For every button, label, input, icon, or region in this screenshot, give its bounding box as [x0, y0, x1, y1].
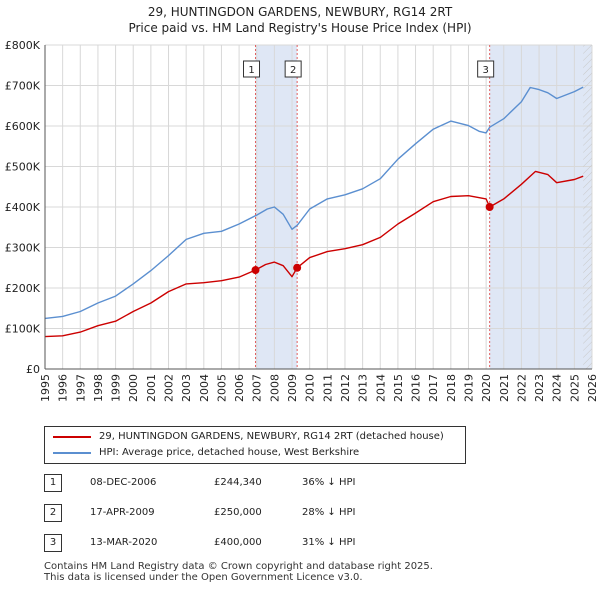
- x-tick-label: 2003: [180, 374, 193, 402]
- series-line-property: [44, 170, 584, 338]
- x-tick-label: 2002: [163, 374, 176, 402]
- transaction-number: 3: [44, 534, 62, 552]
- x-tick-label: 1997: [74, 374, 87, 402]
- chart-title: 29, HUNTINGDON GARDENS, NEWBURY, RG14 2R…: [148, 5, 453, 19]
- transaction-date: 08-DEC-2006: [90, 477, 157, 488]
- x-tick-label: 2026: [586, 374, 599, 402]
- legend-label-property: 29, HUNTINGDON GARDENS, NEWBURY, RG14 2R…: [99, 431, 444, 442]
- x-tick-label: 2018: [445, 374, 458, 402]
- x-tick-label: 2009: [286, 374, 299, 402]
- y-tick-label: £700K: [5, 80, 41, 93]
- x-tick-label: 2010: [304, 374, 317, 402]
- x-tick-label: 2016: [410, 374, 423, 402]
- x-tick-label: 1996: [57, 374, 70, 402]
- y-tick-label: £0: [26, 363, 40, 376]
- transaction-price: £250,000: [214, 507, 262, 518]
- x-tick-label: 2024: [551, 374, 564, 402]
- x-tick-label: 2001: [145, 374, 158, 402]
- x-tick-label: 2008: [268, 374, 281, 402]
- footer-attribution: Contains HM Land Registry data © Crown c…: [44, 561, 433, 583]
- x-tick-label: 2005: [215, 374, 228, 402]
- sale-label-box: [477, 60, 495, 78]
- sale-point: [485, 203, 494, 211]
- x-tick-label: 2023: [533, 374, 546, 402]
- price-chart: 29, HUNTINGDON GARDENS, NEWBURY, RG14 2R…: [5, 5, 599, 402]
- transaction-number: 1: [44, 474, 62, 492]
- x-tick-label: 1995: [39, 374, 52, 402]
- x-tick-label: 2021: [498, 374, 511, 402]
- y-tick-label: £500K: [5, 161, 41, 174]
- x-tick-label: 2004: [198, 374, 211, 402]
- transaction-date: 13-MAR-2020: [90, 537, 158, 548]
- sale-label-number: 3: [482, 65, 488, 76]
- y-tick-label: £800K: [5, 39, 41, 52]
- series-line-hpi: [44, 86, 584, 320]
- sale-label-box: [284, 60, 302, 78]
- transaction-row: 1 08-DEC-2006 £244,340 36% ↓ HPI: [44, 474, 444, 492]
- footer-copyright: Contains HM Land Registry data © Crown c…: [44, 561, 433, 572]
- x-tick-label: 2006: [233, 374, 246, 402]
- transaction-hpi-diff: 36% ↓ HPI: [302, 477, 356, 488]
- x-tick-label: 2015: [392, 374, 405, 402]
- x-tick-label: 2020: [480, 374, 493, 402]
- sale-label-number: 2: [290, 65, 296, 76]
- sale-point: [293, 263, 302, 272]
- forecast-hatch: [583, 45, 592, 369]
- legend-label-hpi: HPI: Average price, detached house, West…: [99, 447, 360, 458]
- y-tick-label: £300K: [5, 242, 41, 255]
- x-tick-label: 2025: [568, 374, 581, 402]
- transaction-row: 2 17-APR-2009 £250,000 28% ↓ HPI: [44, 504, 444, 522]
- x-tick-label: 2014: [374, 374, 387, 402]
- x-tick-label: 2000: [127, 374, 140, 402]
- footer-licence: This data is licensed under the Open Gov…: [44, 572, 363, 583]
- y-tick-label: £200K: [5, 282, 41, 295]
- x-tick-label: 2007: [251, 374, 264, 402]
- x-tick-label: 1999: [110, 374, 123, 402]
- y-tick-label: £100K: [5, 323, 41, 336]
- y-tick-label: £600K: [5, 120, 41, 133]
- transaction-number: 2: [44, 504, 62, 522]
- transaction-date: 17-APR-2009: [90, 507, 155, 518]
- chart-subtitle: Price paid vs. HM Land Registry's House …: [128, 21, 471, 35]
- legend-swatch-property: [53, 436, 91, 438]
- sale-label-number: 1: [248, 65, 254, 76]
- x-tick-label: 2013: [357, 374, 370, 402]
- x-tick-label: 2012: [339, 374, 352, 402]
- transaction-price: £244,340: [214, 477, 262, 488]
- sale-point: [251, 266, 260, 275]
- legend: 29, HUNTINGDON GARDENS, NEWBURY, RG14 2R…: [44, 426, 466, 464]
- y-tick-label: £400K: [5, 201, 41, 214]
- transaction-price: £400,000: [214, 537, 262, 548]
- transaction-hpi-diff: 28% ↓ HPI: [302, 507, 356, 518]
- x-tick-label: 2011: [321, 374, 334, 402]
- sale-label-box: [243, 60, 261, 78]
- x-tick-label: 2022: [515, 374, 528, 402]
- x-tick-label: 2019: [462, 374, 475, 402]
- transaction-hpi-diff: 31% ↓ HPI: [302, 537, 356, 548]
- transaction-row: 3 13-MAR-2020 £400,000 31% ↓ HPI: [44, 534, 444, 552]
- x-tick-label: 1998: [92, 374, 105, 402]
- x-tick-label: 2017: [427, 374, 440, 402]
- legend-swatch-hpi: [53, 452, 91, 454]
